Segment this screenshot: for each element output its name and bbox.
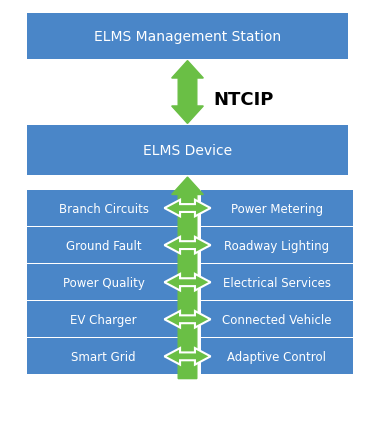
Text: Connected Vehicle: Connected Vehicle — [222, 313, 332, 326]
FancyBboxPatch shape — [27, 191, 180, 226]
Text: ELMS Management Station: ELMS Management Station — [94, 30, 281, 44]
Polygon shape — [164, 311, 211, 328]
Polygon shape — [164, 348, 211, 365]
Text: Smart Grid: Smart Grid — [71, 350, 136, 363]
FancyBboxPatch shape — [27, 228, 180, 263]
Text: Power Quality: Power Quality — [63, 276, 145, 289]
FancyBboxPatch shape — [27, 339, 180, 374]
Text: Branch Circuits: Branch Circuits — [59, 202, 149, 215]
FancyBboxPatch shape — [201, 265, 353, 300]
Text: Power Metering: Power Metering — [231, 202, 323, 215]
FancyBboxPatch shape — [201, 191, 353, 226]
FancyBboxPatch shape — [27, 265, 180, 300]
FancyBboxPatch shape — [201, 302, 353, 337]
Polygon shape — [172, 178, 203, 379]
Polygon shape — [172, 61, 203, 124]
Polygon shape — [164, 274, 211, 291]
Text: Adaptive Control: Adaptive Control — [227, 350, 326, 363]
FancyBboxPatch shape — [201, 339, 353, 374]
Text: NTCIP: NTCIP — [213, 90, 273, 108]
Text: Ground Fault: Ground Fault — [66, 239, 142, 252]
Text: ELMS Device: ELMS Device — [143, 144, 232, 157]
FancyBboxPatch shape — [201, 228, 353, 263]
FancyBboxPatch shape — [27, 14, 348, 60]
FancyBboxPatch shape — [27, 125, 348, 176]
Text: Electrical Services: Electrical Services — [223, 276, 331, 289]
Text: Roadway Lighting: Roadway Lighting — [224, 239, 329, 252]
Text: EV Charger: EV Charger — [70, 313, 137, 326]
Polygon shape — [164, 200, 211, 217]
Polygon shape — [164, 237, 211, 254]
FancyBboxPatch shape — [27, 302, 180, 337]
